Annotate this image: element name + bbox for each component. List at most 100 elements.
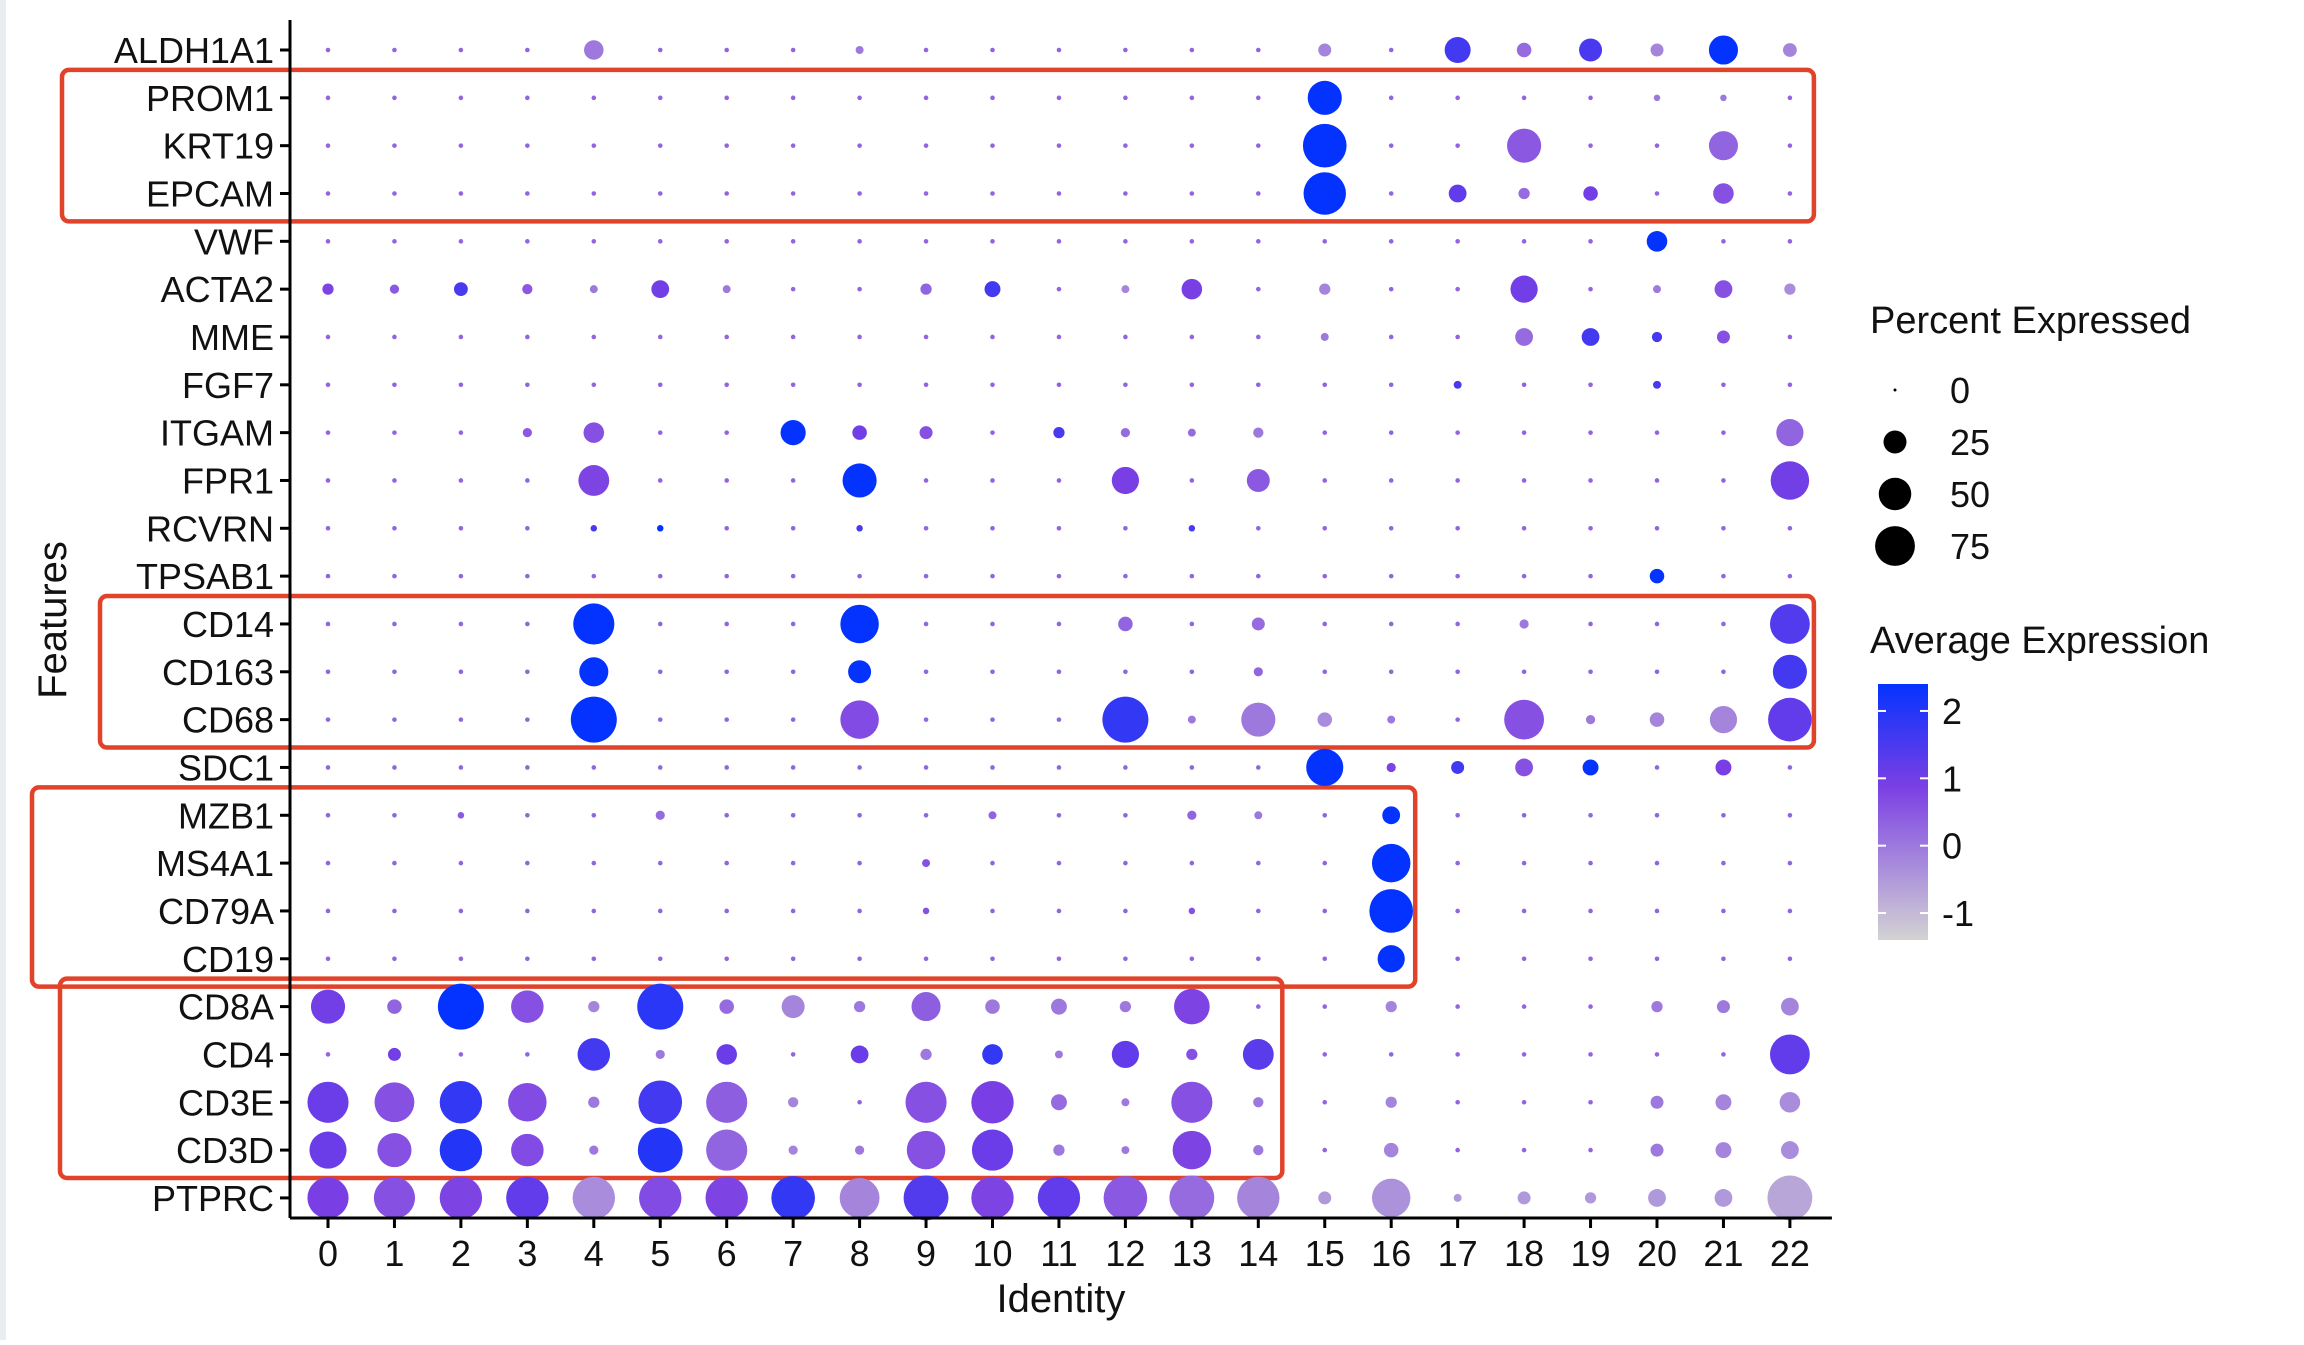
dot-CD14-11 xyxy=(1056,621,1062,627)
dot-EPCAM-7 xyxy=(790,191,796,196)
dot-TPSAB1-9 xyxy=(923,573,929,579)
dot-CD19-18 xyxy=(1521,956,1527,962)
dot-CD19-16 xyxy=(1377,945,1405,973)
dot-CD68-5 xyxy=(657,717,663,722)
dot-CD163-13 xyxy=(1189,669,1195,675)
dot-ITGAM-15 xyxy=(1322,430,1328,435)
dot-CD68-8 xyxy=(840,700,879,739)
dot-FPR1-17 xyxy=(1455,478,1460,483)
dot-VWF-5 xyxy=(657,239,663,244)
dot-MME-11 xyxy=(1056,334,1062,340)
dot-EPCAM-13 xyxy=(1189,191,1195,196)
dot-PTPRC-22 xyxy=(1767,1175,1813,1221)
dot-CD68-22 xyxy=(1768,697,1812,742)
dot-KRT19-2 xyxy=(458,143,464,148)
dot-RCVRN-14 xyxy=(1256,526,1261,531)
dot-CD163-2 xyxy=(458,669,464,675)
legend-color-label-1: 1 xyxy=(1942,758,1962,799)
y-tick-label-CD19: CD19 xyxy=(182,939,274,980)
dot-FGF7-5 xyxy=(657,382,663,388)
dot-SDC1-16 xyxy=(1386,762,1396,773)
dot-ITGAM-0 xyxy=(325,430,331,435)
dot-FGF7-9 xyxy=(923,382,929,388)
dot-FPR1-22 xyxy=(1770,461,1810,500)
dot-MS4A1-0 xyxy=(325,860,331,866)
dot-TPSAB1-4 xyxy=(591,573,597,579)
highlight-box-3 xyxy=(29,785,1418,989)
dot-CD3D-11 xyxy=(1053,1144,1065,1156)
dot-FGF7-11 xyxy=(1056,382,1062,388)
legend-size-dot-50 xyxy=(1878,477,1912,511)
dot-CD4-16 xyxy=(1388,1052,1394,1057)
dot-CD3D-3 xyxy=(511,1133,544,1167)
dot-CD19-20 xyxy=(1654,956,1660,962)
dot-RCVRN-13 xyxy=(1188,525,1196,532)
dot-CD68-7 xyxy=(790,717,796,722)
dot-MS4A1-14 xyxy=(1256,860,1261,866)
dot-CD79A-1 xyxy=(392,908,397,914)
dot-CD163-3 xyxy=(525,669,530,675)
dot-MS4A1-20 xyxy=(1654,860,1660,866)
dot-CD19-10 xyxy=(990,956,995,962)
dot-SDC1-8 xyxy=(857,765,862,770)
dot-TPSAB1-12 xyxy=(1123,573,1128,579)
dot-ACTA2-13 xyxy=(1181,278,1203,300)
dot-CD68-12 xyxy=(1102,696,1149,743)
dot-FPR1-7 xyxy=(790,478,796,483)
x-axis-title: Identity xyxy=(996,1277,1125,1321)
dot-ITGAM-22 xyxy=(1776,419,1804,447)
dot-CD3D-4 xyxy=(589,1145,599,1155)
dot-SDC1-17 xyxy=(1451,760,1465,774)
dot-ITGAM-4 xyxy=(583,422,605,443)
dot-CD4-13 xyxy=(1186,1048,1198,1061)
dot-CD8A-8 xyxy=(853,1000,866,1013)
dot-EPCAM-14 xyxy=(1256,191,1261,196)
dot-CD4-14 xyxy=(1242,1039,1274,1070)
x-tick-label-21: 21 xyxy=(1703,1233,1743,1274)
dot-KRT19-14 xyxy=(1256,143,1261,148)
dot-SDC1-2 xyxy=(458,765,464,770)
dot-FGF7-12 xyxy=(1123,382,1128,388)
highlight-box-2 xyxy=(97,593,1817,750)
dot-EPCAM-4 xyxy=(591,191,597,196)
dot-PTPRC-1 xyxy=(373,1177,416,1219)
dot-MZB1-18 xyxy=(1521,812,1527,818)
x-tick-label-6: 6 xyxy=(717,1233,737,1274)
dot-PTPRC-18 xyxy=(1517,1191,1531,1205)
dot-CD79A-11 xyxy=(1056,908,1062,914)
dot-EPCAM-3 xyxy=(525,191,530,196)
dot-CD3D-15 xyxy=(1322,1147,1328,1153)
dot-MME-4 xyxy=(591,334,597,340)
dot-ACTA2-4 xyxy=(589,285,598,294)
dot-CD14-10 xyxy=(990,621,995,627)
dot-CD8A-13 xyxy=(1174,988,1210,1025)
dot-CD19-12 xyxy=(1123,956,1128,962)
dot-CD3E-13 xyxy=(1171,1081,1213,1123)
dot-CD68-21 xyxy=(1709,706,1738,734)
dot-VWF-14 xyxy=(1256,239,1261,244)
x-tick-label-20: 20 xyxy=(1637,1233,1677,1274)
dot-KRT19-6 xyxy=(724,143,729,148)
dot-VWF-1 xyxy=(392,239,397,244)
y-tick-label-MZB1: MZB1 xyxy=(178,795,274,836)
dot-EPCAM-22 xyxy=(1787,191,1793,196)
y-tick-label-CD14: CD14 xyxy=(182,604,274,645)
dot-CD163-20 xyxy=(1654,669,1660,675)
dot-ALDH1A1-13 xyxy=(1189,47,1195,53)
dot-MS4A1-18 xyxy=(1521,860,1527,866)
dot-MME-7 xyxy=(790,334,796,340)
dot-CD68-13 xyxy=(1187,715,1196,724)
dot-CD3D-6 xyxy=(706,1129,748,1171)
dot-CD14-17 xyxy=(1455,621,1460,627)
dot-PROM1-22 xyxy=(1787,95,1793,101)
dot-KRT19-13 xyxy=(1189,143,1195,148)
dot-VWF-20 xyxy=(1646,231,1668,252)
dot-CD68-10 xyxy=(990,717,995,722)
dot-CD3D-22 xyxy=(1780,1141,1799,1159)
dot-CD19-6 xyxy=(724,956,729,962)
dot-CD14-19 xyxy=(1588,621,1593,627)
dot-SDC1-7 xyxy=(790,765,796,770)
dot-PTPRC-16 xyxy=(1371,1178,1411,1218)
dot-ALDH1A1-0 xyxy=(325,47,331,53)
dot-MS4A1-3 xyxy=(525,860,530,866)
